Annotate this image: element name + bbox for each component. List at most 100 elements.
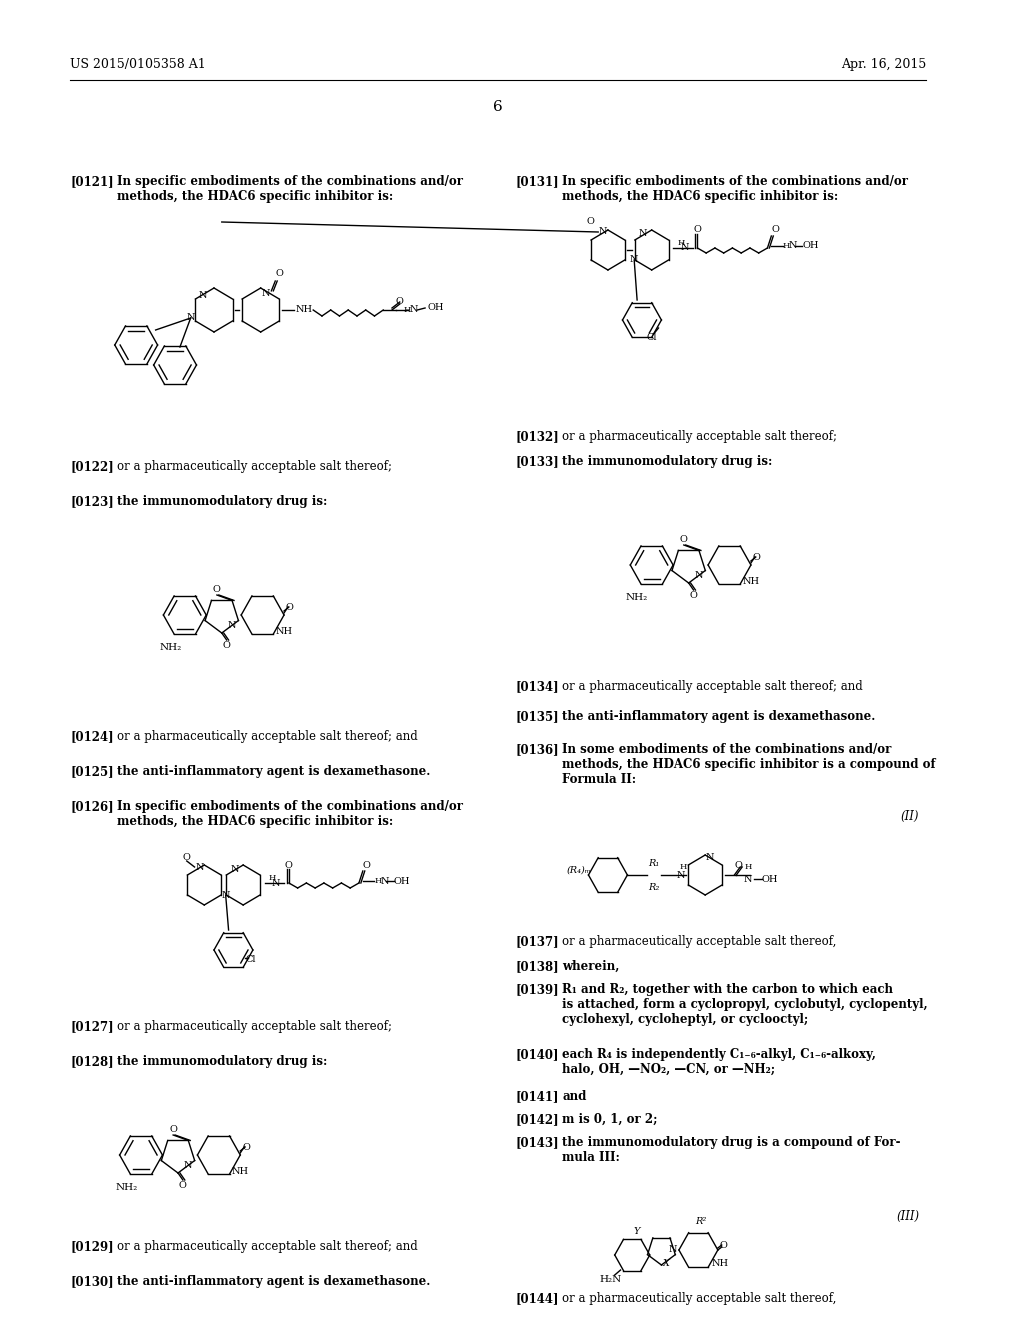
Text: O: O <box>285 861 293 870</box>
Text: Y: Y <box>634 1226 640 1236</box>
Text: H: H <box>403 306 412 314</box>
Text: O: O <box>222 640 230 649</box>
Text: In some embodiments of the combinations and/or
methods, the HDAC6 specific inhib: In some embodiments of the combinations … <box>562 743 936 785</box>
Text: 6: 6 <box>494 100 503 114</box>
Text: or a pharmaceutically acceptable salt thereof; and: or a pharmaceutically acceptable salt th… <box>117 1239 418 1253</box>
Text: In specific embodiments of the combinations and/or
methods, the HDAC6 specific i: In specific embodiments of the combinati… <box>562 176 908 203</box>
Text: NH: NH <box>296 305 312 314</box>
Text: [0142]: [0142] <box>515 1113 559 1126</box>
Text: H₂N: H₂N <box>600 1275 622 1284</box>
Text: [0123]: [0123] <box>70 495 114 508</box>
Text: H: H <box>744 863 752 871</box>
Text: H: H <box>679 863 686 871</box>
Text: and: and <box>562 1090 587 1104</box>
Text: NH: NH <box>275 627 293 635</box>
Text: O: O <box>286 602 294 611</box>
Text: [0128]: [0128] <box>70 1055 114 1068</box>
Text: the immunomodulatory drug is:: the immunomodulatory drug is: <box>117 1055 327 1068</box>
Text: N: N <box>669 1246 677 1254</box>
Text: [0136]: [0136] <box>515 743 559 756</box>
Text: the immunomodulatory drug is:: the immunomodulatory drug is: <box>117 495 327 508</box>
Text: Apr. 16, 2015: Apr. 16, 2015 <box>841 58 926 71</box>
Text: N: N <box>639 230 647 239</box>
Text: N: N <box>743 874 753 883</box>
Text: [0133]: [0133] <box>515 455 559 469</box>
Text: m is 0, 1, or 2;: m is 0, 1, or 2; <box>562 1113 657 1126</box>
Text: [0144]: [0144] <box>515 1292 559 1305</box>
Text: or a pharmaceutically acceptable salt thereof,: or a pharmaceutically acceptable salt th… <box>562 935 837 948</box>
Text: N: N <box>221 891 230 899</box>
Text: NH₂: NH₂ <box>116 1183 137 1192</box>
Text: the immunomodulatory drug is:: the immunomodulatory drug is: <box>562 455 772 469</box>
Text: (R₄)ₘ: (R₄)ₘ <box>566 866 591 874</box>
Text: [0130]: [0130] <box>70 1275 114 1288</box>
Text: [0140]: [0140] <box>515 1048 559 1061</box>
Text: OH: OH <box>394 876 411 886</box>
Text: O: O <box>720 1241 728 1250</box>
Text: the anti-inflammatory agent is dexamethasone.: the anti-inflammatory agent is dexametha… <box>562 710 876 723</box>
Text: or a pharmaceutically acceptable salt thereof; and: or a pharmaceutically acceptable salt th… <box>117 730 418 743</box>
Text: NH₂: NH₂ <box>626 593 648 602</box>
Text: N: N <box>199 290 208 300</box>
Text: In specific embodiments of the combinations and/or
methods, the HDAC6 specific i: In specific embodiments of the combinati… <box>117 800 463 828</box>
Text: O: O <box>587 218 594 227</box>
Text: O: O <box>680 536 688 544</box>
Text: O: O <box>179 1180 186 1189</box>
Text: [0137]: [0137] <box>515 935 559 948</box>
Text: [0129]: [0129] <box>70 1239 114 1253</box>
Text: N: N <box>227 620 236 630</box>
Text: [0139]: [0139] <box>515 983 559 997</box>
Text: wherein,: wherein, <box>562 960 620 973</box>
Text: N: N <box>380 876 389 886</box>
Text: N: N <box>706 853 715 862</box>
Text: OH: OH <box>803 242 819 251</box>
Text: R₁ and R₂, together with the carbon to which each
is attached, form a cyclopropy: R₁ and R₂, together with the carbon to w… <box>562 983 928 1026</box>
Text: R₁: R₁ <box>648 858 659 867</box>
Text: O: O <box>213 586 221 594</box>
Text: [0121]: [0121] <box>70 176 114 187</box>
Text: N: N <box>681 243 689 252</box>
Text: [0122]: [0122] <box>70 459 114 473</box>
Text: N: N <box>196 862 204 871</box>
Text: N: N <box>410 305 418 314</box>
Text: O: O <box>169 1126 177 1134</box>
Text: [0143]: [0143] <box>515 1137 559 1148</box>
Text: OH: OH <box>427 304 443 313</box>
Text: NH: NH <box>231 1167 249 1176</box>
Text: the immunomodulatory drug is a compound of For-
mula III:: the immunomodulatory drug is a compound … <box>562 1137 901 1164</box>
Text: OH: OH <box>762 874 778 883</box>
Text: (III): (III) <box>896 1210 920 1224</box>
Text: O: O <box>693 226 701 235</box>
Text: H: H <box>375 876 382 884</box>
Text: H: H <box>783 242 791 249</box>
Text: O: O <box>242 1143 250 1151</box>
Text: [0126]: [0126] <box>70 800 114 813</box>
Text: (II): (II) <box>901 810 920 822</box>
Text: or a pharmaceutically acceptable salt thereof;: or a pharmaceutically acceptable salt th… <box>117 459 392 473</box>
Text: N: N <box>261 289 269 297</box>
Text: O: O <box>183 853 190 862</box>
Text: or a pharmaceutically acceptable salt thereof;: or a pharmaceutically acceptable salt th… <box>117 1020 392 1034</box>
Text: [0135]: [0135] <box>515 710 559 723</box>
Text: the anti-inflammatory agent is dexamethasone.: the anti-inflammatory agent is dexametha… <box>117 766 430 777</box>
Text: Cl: Cl <box>646 334 657 342</box>
Text: N: N <box>694 570 702 579</box>
Text: Cl: Cl <box>246 956 256 965</box>
Text: R₂: R₂ <box>648 883 659 891</box>
Text: H: H <box>268 874 276 882</box>
Text: [0127]: [0127] <box>70 1020 114 1034</box>
Text: [0134]: [0134] <box>515 680 559 693</box>
Text: O: O <box>689 590 697 599</box>
Text: US 2015/0105358 A1: US 2015/0105358 A1 <box>70 58 206 71</box>
Text: [0125]: [0125] <box>70 766 114 777</box>
Text: [0131]: [0131] <box>515 176 559 187</box>
Text: [0124]: [0124] <box>70 730 114 743</box>
Text: N: N <box>186 314 195 322</box>
Text: N: N <box>272 879 281 887</box>
Text: N: N <box>230 865 239 874</box>
Text: N: N <box>183 1160 191 1170</box>
Text: O: O <box>771 226 779 235</box>
Text: the anti-inflammatory agent is dexamethasone.: the anti-inflammatory agent is dexametha… <box>117 1275 430 1288</box>
Text: O: O <box>396 297 403 306</box>
Text: O: O <box>753 553 761 561</box>
